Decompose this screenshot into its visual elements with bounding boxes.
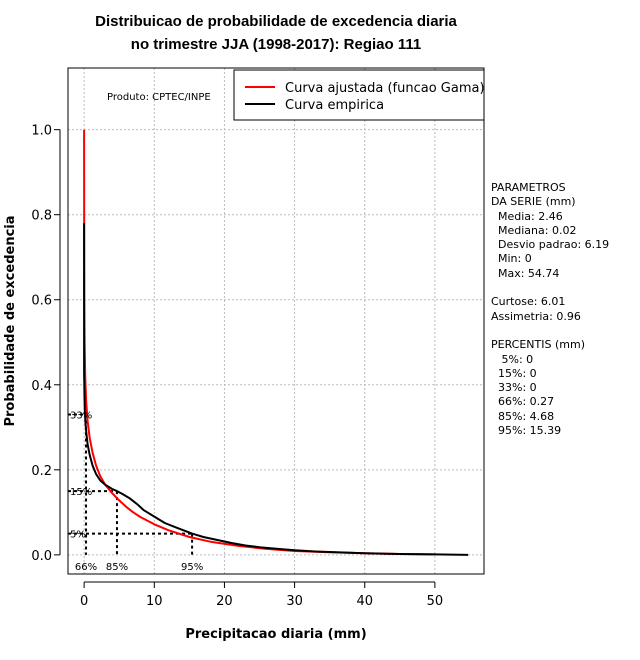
chart-title-line2: no trimestre JJA (1998-2017): Regiao 111 [130, 36, 422, 53]
y-tick-label: 1.0 [31, 124, 52, 139]
parameter-line: Min: 0 [491, 252, 532, 266]
series-parameters-panel: PARAMETROS DA SERIE (mm) Media: 2.46 Medi… [491, 181, 609, 438]
parameter-line: Max: 54.74 [491, 266, 560, 280]
parameter-line: 85%: 4.68 [491, 409, 555, 423]
legend-label: Curva ajustada (funcao Gama) [285, 81, 485, 96]
x-tick-label: 50 [427, 594, 444, 609]
percentile-value-label: 85% [106, 562, 128, 573]
percentile-value-label: 95% [181, 562, 203, 573]
empirical-curve [83, 223, 469, 556]
parameter-line: Curtose: 6.01 [491, 295, 566, 309]
parameter-line: 5%: 0 [491, 352, 534, 366]
parameter-line [491, 281, 609, 295]
y-tick-label: 0.8 [31, 209, 52, 224]
x-axis-title: Precipitacao diaria (mm) [185, 627, 366, 642]
y-tick-label: 0.6 [31, 294, 52, 309]
y-tick-label: 0.0 [31, 549, 52, 564]
percentile-value-label: 66% [75, 562, 97, 573]
y-tick-label: 0.2 [31, 464, 52, 479]
x-tick-label: 0 [80, 594, 88, 609]
parameter-line: DA SERIE (mm) [491, 195, 576, 209]
plot-frame [67, 67, 485, 575]
parameter-line: PARAMETROS [491, 181, 566, 194]
x-tick-label: 10 [146, 594, 163, 609]
parameter-line: Mediana: 0.02 [491, 223, 577, 237]
percentile-prob-label: 5% [70, 530, 86, 541]
percentile-prob-label: 15% [70, 487, 92, 498]
x-tick-label: 30 [286, 594, 303, 609]
fitted-gamma-curve [83, 129, 435, 556]
x-tick-label: 20 [216, 594, 233, 609]
parameter-line: PERCENTIS (mm) [491, 338, 585, 352]
parameter-line: 66%: 0.27 [491, 395, 555, 409]
parameter-line: 95%: 15.39 [491, 424, 562, 438]
parameter-line [491, 324, 609, 338]
legend-box [233, 69, 485, 121]
y-axis-title: Probabilidade de excedencia [3, 215, 18, 426]
legend-label: Curva empirica [285, 98, 384, 113]
product-label: Produto: CPTEC/INPE [107, 92, 211, 103]
y-tick-label: 0.4 [31, 379, 52, 394]
x-tick-label: 40 [356, 594, 373, 609]
parameter-line: Desvio padrao: 6.19 [491, 238, 610, 252]
parameter-line: 33%: 0 [491, 381, 537, 395]
parameter-line: Assimetria: 0.96 [491, 309, 581, 323]
chart-title-line1: Distribuicao de probabilidade de exceden… [95, 13, 457, 30]
parameter-line: Media: 2.46 [491, 209, 563, 223]
parameter-line: 15%: 0 [491, 366, 537, 380]
percentile-prob-label: 33% [70, 411, 92, 422]
